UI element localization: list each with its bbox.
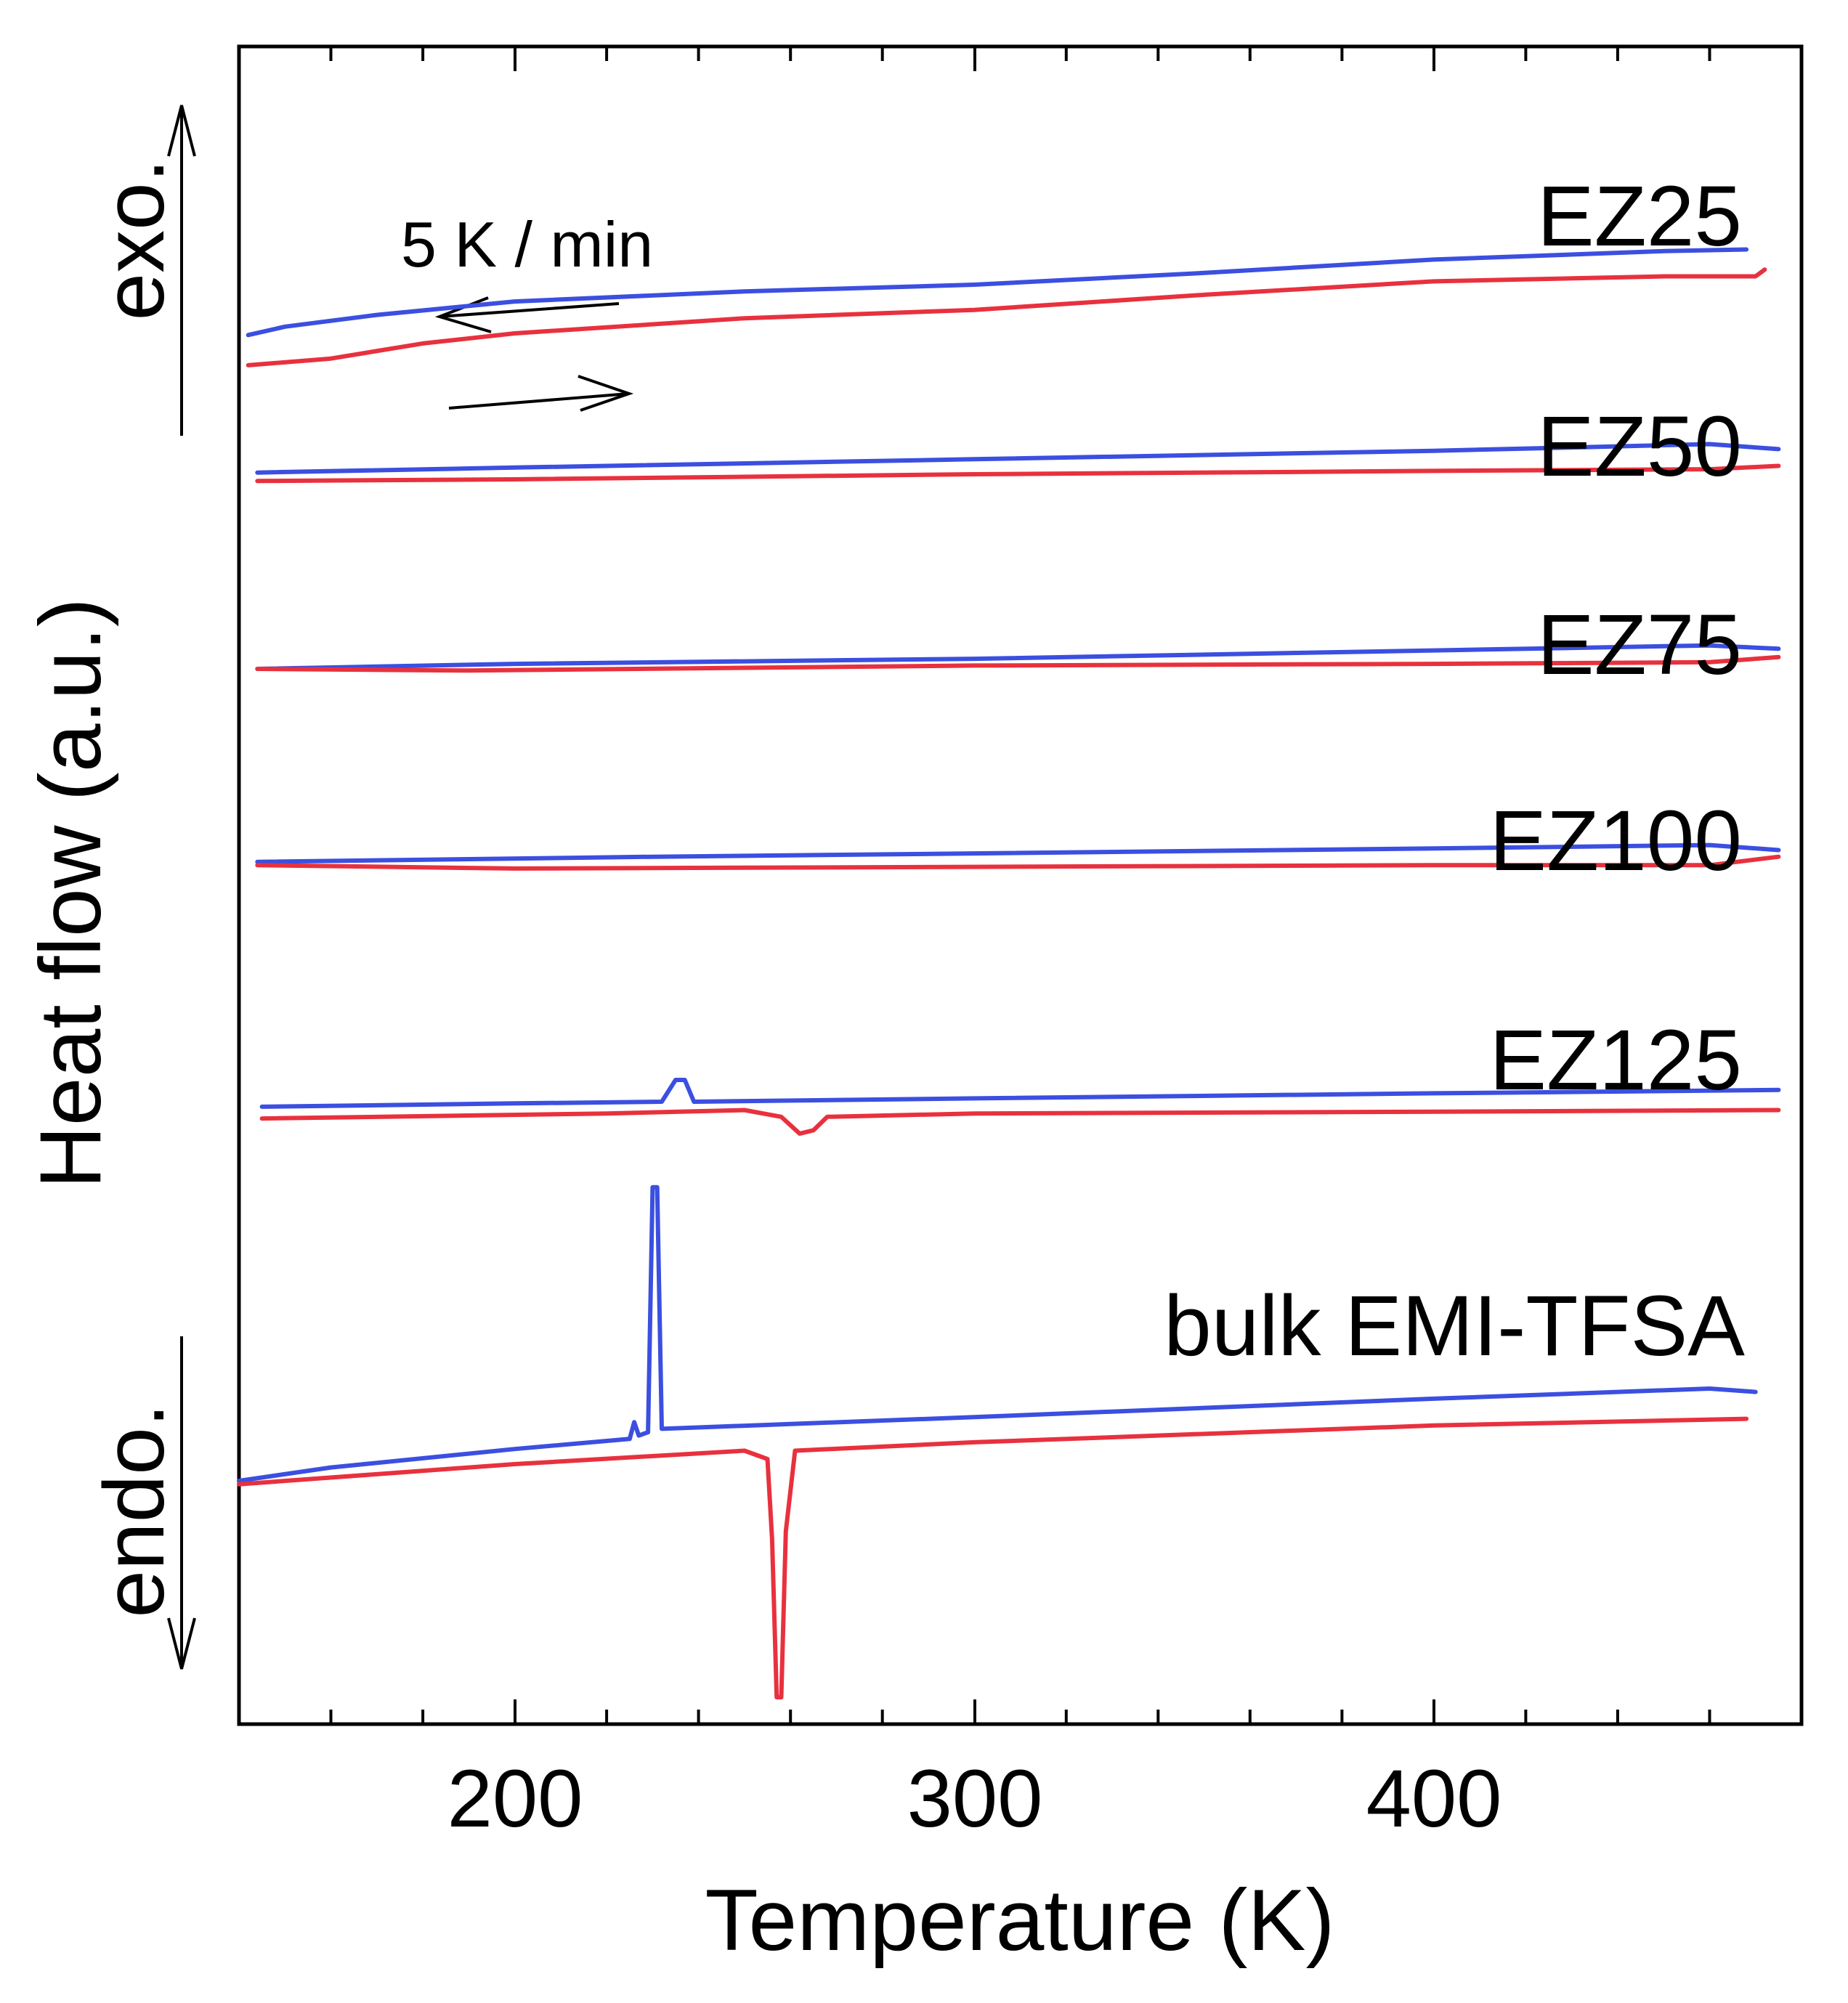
exo-marker: exo.	[86, 105, 196, 436]
exo-label: exo.	[86, 158, 182, 320]
x-tick-label: 300	[907, 1753, 1043, 1844]
ez125-cooling-curve	[259, 1078, 1781, 1109]
series-label-bulk-emi-tfsa: bulk EMI-TFSA	[1164, 1278, 1745, 1374]
ez25-heating-curve	[246, 267, 1767, 367]
series-label-ez100: EZ100	[1489, 793, 1742, 889]
heating-arrow-head	[578, 375, 634, 412]
y-axis-title: Heat flow (a.u.)	[22, 598, 119, 1189]
cooling-arrow-line	[439, 302, 620, 318]
ez25-cooling-curve	[246, 247, 1749, 338]
ez125-heating-curve	[259, 1108, 1781, 1136]
ez75-cooling-curve	[255, 643, 1781, 671]
plot-frame	[237, 44, 1804, 1726]
series-label-ez75: EZ75	[1537, 597, 1742, 693]
endo-marker: endo.	[86, 1336, 196, 1670]
series-labels: EZ25 EZ50 EZ75 EZ100 EZ125 bulk EMI-TFSA	[1164, 168, 1745, 1374]
bulk-emi-tfsa-cooling-curve	[237, 1185, 1758, 1483]
ez100-heating-curve	[255, 854, 1781, 871]
x-axis-title: Temperature (K)	[705, 1872, 1335, 1969]
endo-label: endo.	[86, 1403, 182, 1617]
rate-annotation: 5 K / min	[401, 208, 653, 412]
x-tick-labels: 200 300 400	[447, 1753, 1502, 1844]
series-label-ez25: EZ25	[1537, 168, 1742, 264]
series-label-ez125: EZ125	[1489, 1012, 1742, 1108]
x-tick-label: 200	[447, 1753, 583, 1844]
ez75-heating-curve	[255, 654, 1781, 673]
ez50-cooling-curve	[255, 442, 1781, 475]
ez50-heating-curve	[255, 463, 1781, 484]
rate-label: 5 K / min	[401, 208, 653, 280]
x-major-ticks	[514, 46, 1435, 1724]
exo-arrow-head	[167, 105, 196, 157]
series-label-ez50: EZ50	[1537, 399, 1742, 495]
heating-arrow-line	[448, 392, 630, 410]
x-tick-label: 400	[1366, 1753, 1502, 1844]
endo-arrow-head	[167, 1617, 196, 1670]
data-curves	[237, 247, 1781, 1699]
ez100-cooling-curve	[255, 842, 1781, 864]
bulk-emi-tfsa-heating-curve	[237, 1416, 1749, 1699]
x-minor-ticks	[329, 46, 1711, 1724]
